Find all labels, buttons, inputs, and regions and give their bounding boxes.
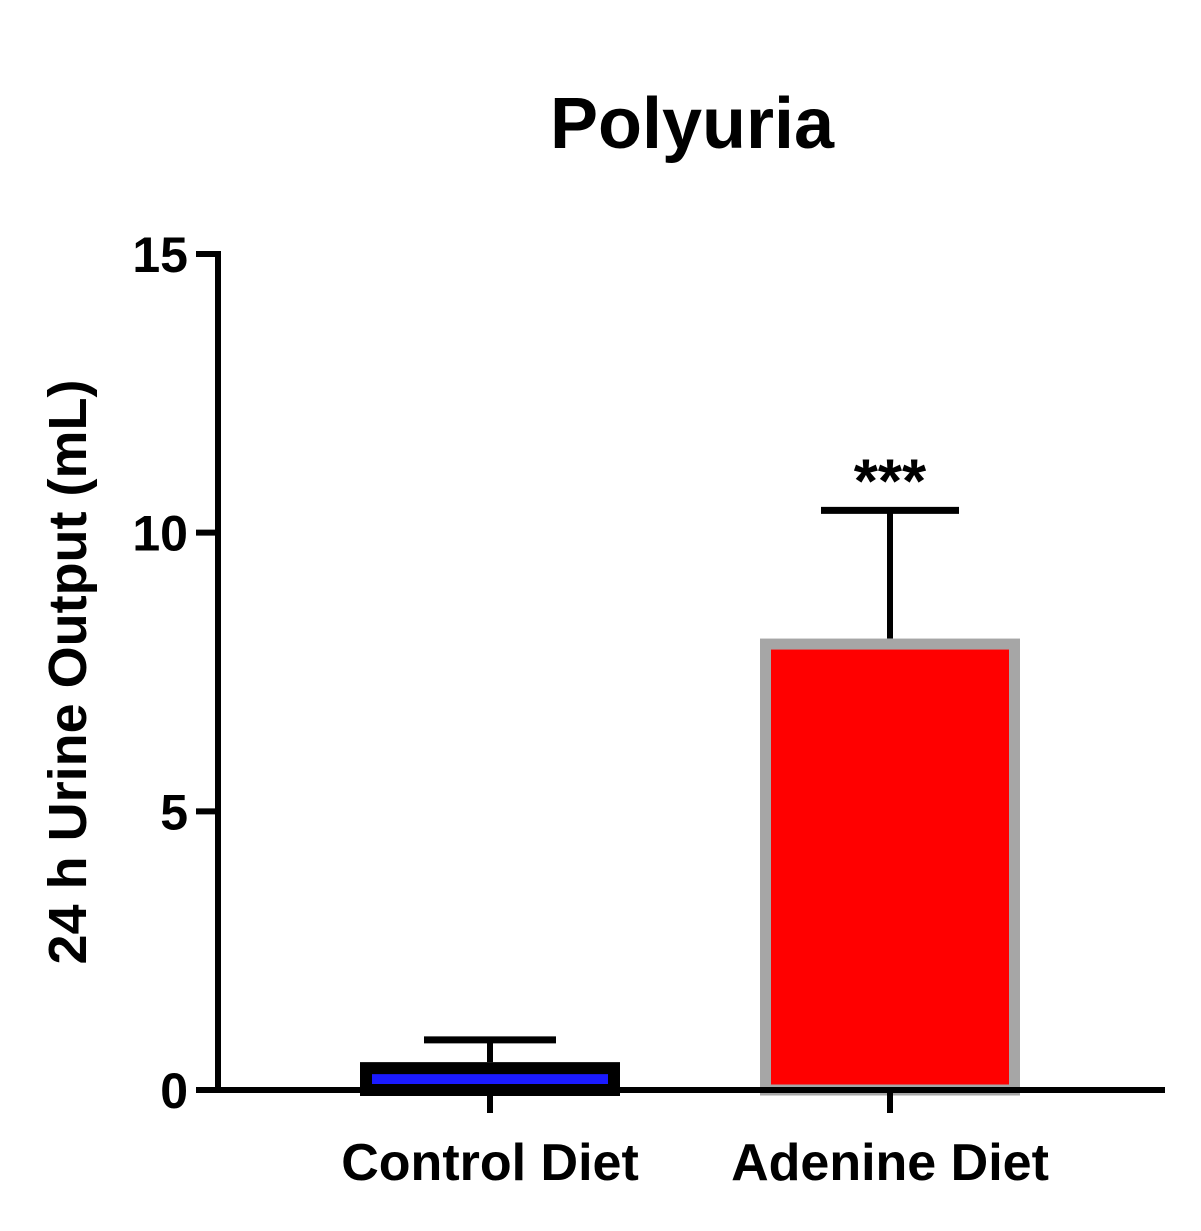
y-axis-label: 24 h Urine Output (mL)	[38, 380, 98, 965]
y-tick-label-1: 5	[160, 784, 188, 840]
y-tick-label-3: 15	[132, 227, 188, 283]
x-category-label-0: Control Diet	[341, 1134, 639, 1192]
x-category-label-1: Adenine Diet	[731, 1134, 1049, 1192]
x-categories: Control Diet Adenine Diet	[341, 1090, 1049, 1192]
annotations: ***	[854, 447, 927, 516]
y-tick-label-0: 0	[160, 1063, 188, 1119]
bar-0	[360, 1062, 620, 1096]
error-bars	[424, 506, 959, 1063]
axes	[215, 251, 1165, 1093]
bar-1	[760, 638, 1020, 1096]
chart-title: Polyuria	[550, 84, 835, 164]
significance-label-1: ***	[854, 447, 927, 516]
y-ticks: 0 5 10 15	[132, 227, 218, 1119]
y-tick-label-2: 10	[132, 506, 188, 562]
bars	[360, 638, 1020, 1096]
